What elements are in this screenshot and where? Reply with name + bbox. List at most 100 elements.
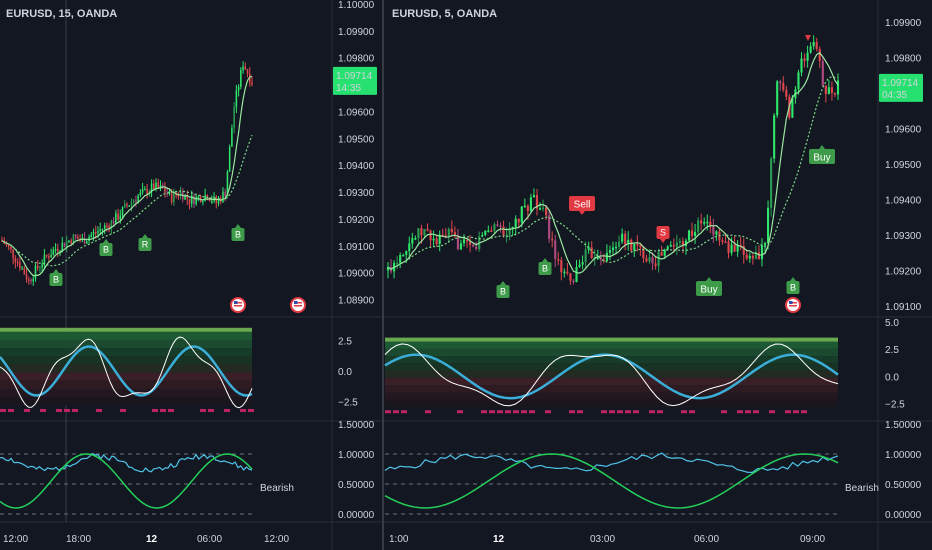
left-bear-dot <box>72 408 78 412</box>
left-candle <box>246 69 249 74</box>
right-candle <box>493 224 496 231</box>
right-signal <box>538 262 552 275</box>
right-signal <box>786 281 800 294</box>
right-price-tick: 1.09400 <box>885 195 922 206</box>
right-candle <box>438 234 441 244</box>
right-candle <box>569 273 572 281</box>
right-bear-dot <box>601 410 607 414</box>
left-idx-tick: 0.50000 <box>338 480 375 491</box>
right-candle <box>694 231 697 237</box>
right-candle <box>472 244 475 247</box>
right-bear-dot <box>489 410 495 414</box>
left-ma-slow <box>1 134 253 267</box>
right-candle <box>611 247 615 251</box>
right-candle <box>779 81 782 84</box>
right-signal-label: B <box>790 283 796 293</box>
left-candle <box>103 225 106 230</box>
left-bear-dot <box>56 408 62 412</box>
right-osc-tick: 5.0 <box>885 318 899 329</box>
us-flag-icon-stripe <box>789 305 797 307</box>
right-signal <box>809 149 835 164</box>
right-candle <box>596 257 599 259</box>
right-price-tick: 1.09600 <box>885 124 922 135</box>
right-candle <box>757 252 761 260</box>
right-bear-dot <box>649 410 655 414</box>
left-candle <box>10 246 12 250</box>
left-candle <box>52 249 55 256</box>
right-candle <box>675 242 678 247</box>
left-signal-label: B <box>53 275 59 285</box>
right-band <box>385 363 838 371</box>
right-candle <box>444 235 447 237</box>
right-time-tick: 09:00 <box>800 534 825 545</box>
left-candle <box>193 195 195 204</box>
left-candle <box>235 90 238 107</box>
left-signal <box>138 238 152 251</box>
left-osc-tick: 0.0 <box>338 367 352 378</box>
right-candle <box>660 252 663 256</box>
right-time-tick: 12 <box>493 534 505 545</box>
right-candle <box>818 48 821 62</box>
right-candle <box>709 221 712 226</box>
right-candle <box>724 241 727 243</box>
left-candle <box>177 195 180 197</box>
left-candle <box>101 229 104 231</box>
right-band <box>385 370 838 378</box>
right-candle <box>542 207 545 209</box>
right-candle <box>520 206 523 223</box>
left-candle <box>59 250 61 253</box>
right-time-tick: 06:00 <box>694 534 719 545</box>
right-bear-dot <box>513 410 519 414</box>
right-candle <box>481 234 484 237</box>
right-candle <box>599 257 602 260</box>
right-signal-pointer <box>706 277 712 281</box>
left-candle <box>57 248 59 252</box>
left-candle <box>108 225 110 230</box>
right-candle <box>776 81 779 116</box>
right-bear-dot <box>385 410 391 414</box>
right-bear-dot <box>633 410 639 414</box>
right-candle <box>420 228 423 236</box>
right-price-tick: 1.09500 <box>885 160 922 171</box>
right-candle <box>526 205 529 212</box>
left-price-tick: 1.09400 <box>338 161 375 172</box>
left-candle <box>97 231 99 233</box>
left-candle <box>166 192 168 195</box>
left-time-tick: 06:00 <box>197 534 222 545</box>
left-price-tick: 1.09600 <box>338 107 375 118</box>
us-flag-icon-stripe <box>294 305 302 307</box>
right-candle <box>572 280 575 283</box>
left-candle <box>63 242 66 247</box>
left-candle <box>16 261 19 264</box>
right-bear-dot <box>721 410 727 414</box>
right-candle <box>584 249 587 262</box>
right-signal-pointer <box>579 211 585 215</box>
right-bear-dot <box>681 410 687 414</box>
left-candle <box>43 254 46 265</box>
right-candle <box>830 87 833 93</box>
left-countdown: 14:35 <box>336 83 361 94</box>
left-candle <box>39 267 41 269</box>
right-candle <box>684 240 688 246</box>
right-candle <box>502 226 505 235</box>
right-price-tick: 1.09300 <box>885 231 922 242</box>
right-signal-pointer <box>819 145 825 149</box>
left-band <box>0 339 252 349</box>
left-candle <box>86 241 88 244</box>
left-candle <box>54 248 57 251</box>
left-bear-dot <box>152 408 158 412</box>
left-osc-tick: 2.5 <box>338 336 352 347</box>
left-osc-tick: −2.5 <box>338 398 358 409</box>
right-bear-dot <box>617 410 623 414</box>
left-signal-pointer <box>142 234 148 238</box>
right-candle <box>496 224 499 226</box>
left-candle <box>126 203 128 206</box>
left-time-tick: 12 <box>146 534 158 545</box>
right-candle <box>754 252 757 259</box>
left-candle <box>23 268 26 275</box>
left-candle <box>164 188 166 193</box>
right-candle <box>499 225 502 228</box>
left-candle <box>153 183 155 190</box>
right-candle <box>414 238 417 240</box>
right-candle <box>554 240 557 260</box>
